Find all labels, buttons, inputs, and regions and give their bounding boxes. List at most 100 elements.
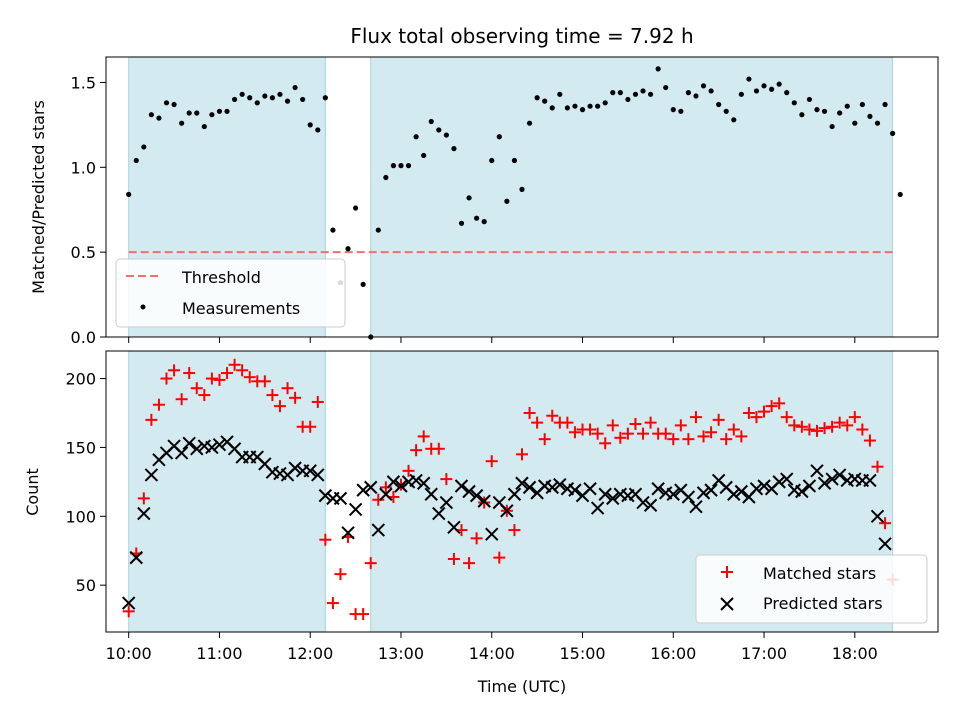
predicted-point-62 xyxy=(590,501,605,515)
matched-point-64 xyxy=(606,419,619,432)
matched-point-0 xyxy=(122,605,135,618)
matched-point-25 xyxy=(311,395,324,408)
measurement-point-56 xyxy=(549,105,555,111)
measurement-point-42 xyxy=(443,132,449,138)
predicted-point-9 xyxy=(190,442,204,456)
measurement-point-5 xyxy=(163,100,170,106)
measurement-point-41 xyxy=(436,127,442,133)
predicted-point-81 xyxy=(734,484,749,499)
x-tick-label-6: 16:00 xyxy=(650,644,696,663)
predicted-point-90 xyxy=(802,479,817,493)
top-y-axis-label: Matched/Predicted stars xyxy=(29,100,48,294)
predicted-point-8 xyxy=(182,436,196,450)
measurement-point-57 xyxy=(557,91,563,97)
predicted-point-91 xyxy=(810,464,824,478)
y-tick-label-2: 150 xyxy=(65,438,96,457)
matched-point-27 xyxy=(326,597,339,610)
matched-point-20 xyxy=(273,400,286,413)
matched-point-45 xyxy=(463,557,476,570)
matched-point-59 xyxy=(568,426,581,439)
matched-point-100 xyxy=(879,517,892,530)
measurement-point-20 xyxy=(277,91,283,97)
matched-point-82 xyxy=(742,406,755,419)
matched-point-97 xyxy=(856,423,869,436)
measurement-point-102 xyxy=(897,191,903,198)
matched-point-65 xyxy=(614,431,627,444)
measurement-point-89 xyxy=(799,112,805,118)
matched-point-99 xyxy=(871,460,884,473)
matched-point-7 xyxy=(175,393,188,406)
measurement-point-49 xyxy=(496,134,502,140)
predicted-point-35 xyxy=(386,475,401,489)
measurement-point-96 xyxy=(852,120,858,126)
measurement-point-91 xyxy=(814,107,820,113)
matched-point-52 xyxy=(516,448,528,461)
predicted-point-64 xyxy=(606,491,620,506)
measurement-point-97 xyxy=(859,101,865,108)
top-x-ticks xyxy=(128,337,856,343)
measurement-point-26 xyxy=(322,95,328,101)
predicted-point-3 xyxy=(144,468,159,482)
measurement-point-13 xyxy=(224,108,230,114)
measurement-point-58 xyxy=(564,105,570,111)
measurement-point-19 xyxy=(269,95,275,101)
measurement-point-86 xyxy=(776,81,782,87)
measurement-point-100 xyxy=(882,101,888,108)
predicted-point-47 xyxy=(477,494,491,508)
matched-point-62 xyxy=(591,427,604,440)
measurement-point-14 xyxy=(231,96,238,103)
measurement-point-93 xyxy=(829,123,835,130)
measurement-point-99 xyxy=(874,120,881,126)
matched-point-15 xyxy=(236,364,249,377)
measurement-point-3 xyxy=(148,112,154,118)
matched-point-32 xyxy=(364,557,377,570)
matched-point-46 xyxy=(470,532,483,545)
matched-point-18 xyxy=(258,375,271,388)
measurement-point-78 xyxy=(716,101,722,108)
predicted-point-43 xyxy=(447,520,461,535)
measurement-point-12 xyxy=(216,108,223,114)
predicted-point-69 xyxy=(643,498,658,512)
predicted-point-52 xyxy=(515,476,529,490)
predicted-point-86 xyxy=(772,475,786,489)
x-tick-label-3: 13:00 xyxy=(378,644,424,663)
measurement-point-51 xyxy=(511,157,518,164)
predicted-point-28 xyxy=(333,491,348,506)
measurement-point-85 xyxy=(769,86,775,92)
predicted-point-34 xyxy=(379,487,393,501)
measurement-point-48 xyxy=(489,157,495,164)
measurement-point-18 xyxy=(262,93,268,99)
measurement-point-62 xyxy=(595,103,601,109)
matched-point-43 xyxy=(447,552,460,565)
predicted-point-46 xyxy=(469,488,484,503)
top-shaded-regions xyxy=(128,56,894,338)
matched-point-78 xyxy=(712,413,725,426)
predicted-point-77 xyxy=(704,483,718,497)
bottom-y-axis-label: Count xyxy=(23,468,42,516)
matched-point-84 xyxy=(758,405,771,418)
measurement-point-36 xyxy=(398,163,404,169)
y-tick-label-1: 0.5 xyxy=(71,243,96,262)
matched-point-81 xyxy=(735,430,748,443)
measurement-point-53 xyxy=(526,120,533,126)
legend-predicted-swatch xyxy=(720,597,734,611)
matched-point-16 xyxy=(243,371,256,384)
matched-point-28 xyxy=(334,568,347,581)
shaded-region-2 xyxy=(370,56,894,338)
measurement-point-66 xyxy=(625,96,631,103)
predicted-point-53 xyxy=(522,480,537,495)
measurement-point-33 xyxy=(375,227,381,233)
bottom-legend-box xyxy=(695,554,928,624)
predicted-point-72 xyxy=(666,487,680,501)
y-tick-label-1: 100 xyxy=(65,507,96,526)
measurement-point-22 xyxy=(292,84,298,91)
matched-point-51 xyxy=(508,524,521,537)
matched-point-72 xyxy=(667,433,680,446)
predicted-point-59 xyxy=(568,483,582,497)
matched-point-93 xyxy=(826,420,839,433)
measurement-point-88 xyxy=(791,100,797,106)
legend-matched-label: Matched stars xyxy=(763,564,876,583)
measurement-point-77 xyxy=(708,88,714,94)
predicted-point-0 xyxy=(121,596,136,610)
matched-point-13 xyxy=(221,367,234,380)
